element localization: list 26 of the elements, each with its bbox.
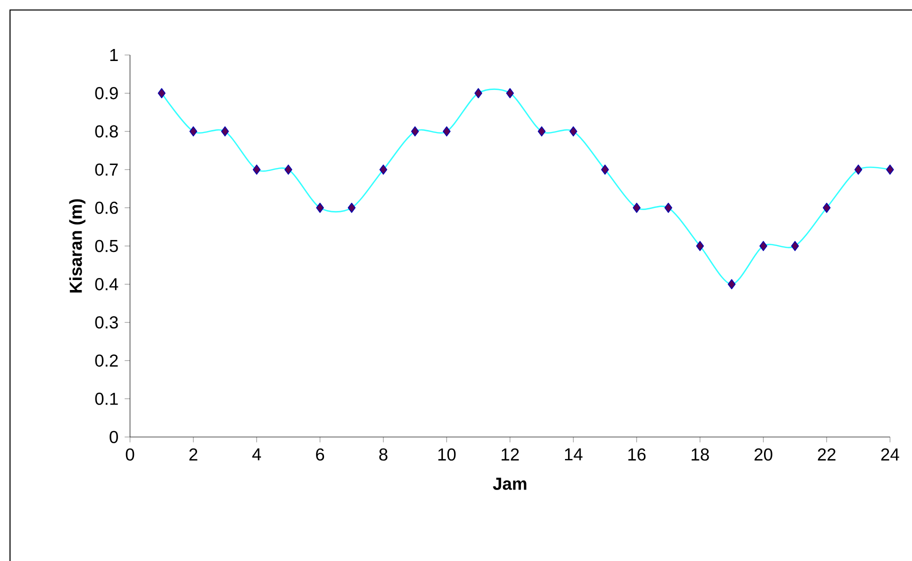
x-tick-label: 0 bbox=[126, 448, 134, 461]
y-tick-label: 0.3 bbox=[95, 316, 118, 329]
y-tick-label: 0.2 bbox=[95, 354, 118, 367]
x-tick-label: 2 bbox=[189, 448, 198, 460]
y-tick-label: 1 bbox=[110, 49, 118, 61]
x-tick-label: 22 bbox=[818, 448, 836, 460]
y-tick-label: 0.6 bbox=[95, 202, 118, 214]
x-tick-label: 6 bbox=[316, 448, 324, 461]
x-tick-label: 16 bbox=[628, 448, 646, 461]
y-tick-label: 0.1 bbox=[95, 392, 118, 405]
x-tick-label: 18 bbox=[692, 448, 709, 461]
x-axis-title: Jam bbox=[492, 478, 526, 490]
x-tick-label: 4 bbox=[252, 448, 261, 460]
x-tick-label: 24 bbox=[881, 448, 900, 460]
y-tick-label: 0.7 bbox=[95, 163, 118, 176]
y-tick-label: 0.9 bbox=[95, 87, 118, 100]
y-tick-label: 0.8 bbox=[95, 125, 118, 138]
x-tick-label: 10 bbox=[438, 448, 456, 461]
x-tick-label: 8 bbox=[379, 448, 388, 461]
y-tick-label: 0.4 bbox=[95, 278, 118, 290]
x-tick-label: 14 bbox=[565, 448, 582, 460]
y-tick-label: 0 bbox=[110, 430, 118, 444]
y-tick-label: 0.5 bbox=[95, 240, 118, 252]
y-axis-title: Kisaran (m) bbox=[69, 199, 86, 293]
x-tick-label: 12 bbox=[502, 448, 519, 460]
x-tick-label: 20 bbox=[754, 448, 772, 461]
